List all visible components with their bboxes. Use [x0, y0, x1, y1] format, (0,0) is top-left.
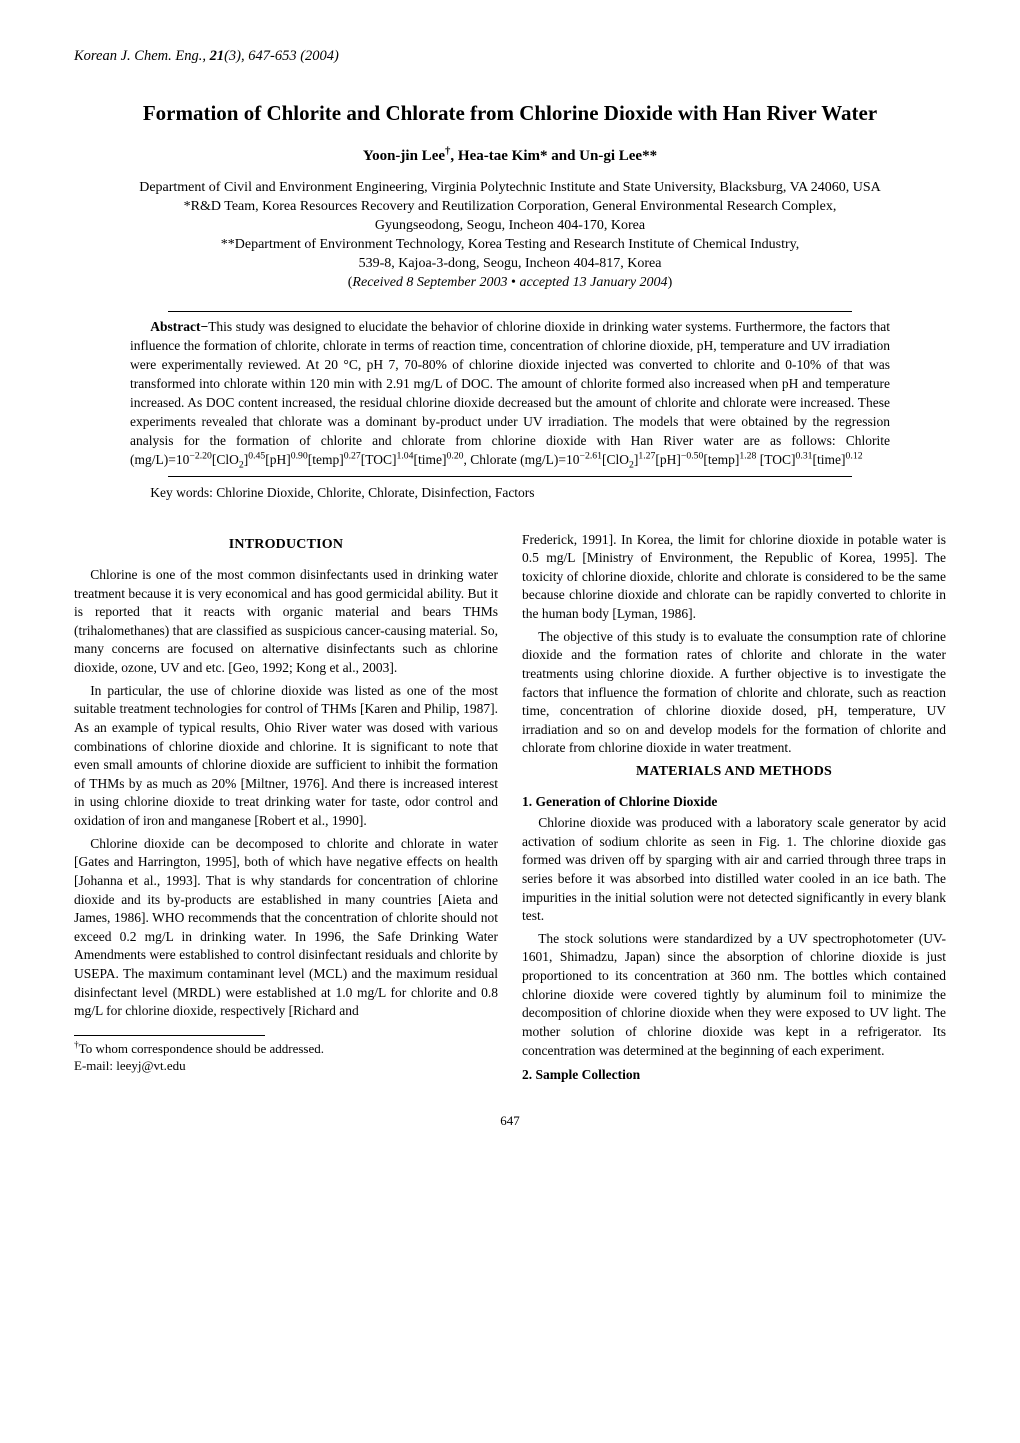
intro-paragraph: In particular, the use of chlorine dioxi… [74, 682, 498, 831]
affiliation-line: *R&D Team, Korea Resources Recovery and … [74, 198, 946, 217]
affiliation-line: Department of Civil and Environment Engi… [74, 179, 946, 198]
abstract-label: Abstract− [150, 319, 208, 334]
abstract-text: This study was designed to elucidate the… [130, 319, 890, 466]
paper-title: Formation of Chlorite and Chlorate from … [74, 101, 946, 126]
abstract-rule-bottom [168, 476, 852, 477]
right-column: Frederick, 1991]. In Korea, the limit fo… [522, 531, 946, 1087]
journal-reference: Korean J. Chem. Eng., 21(3), 647-653 (20… [74, 48, 946, 65]
authors-line: Yoon-jin Lee†, Hea-tae Kim* and Un-gi Le… [74, 148, 946, 165]
intro-paragraph-continued: Frederick, 1991]. In Korea, the limit fo… [522, 531, 946, 624]
abstract-block: Abstract−This study was designed to eluc… [130, 311, 890, 476]
footnote-separator [74, 1035, 265, 1036]
subsection-head: 1. Generation of Chlorine Dioxide [522, 793, 946, 812]
corresponding-footnote: †To whom correspondence should be addres… [74, 1040, 498, 1075]
left-column: INTRODUCTION Chlorine is one of the most… [74, 531, 498, 1087]
journal-ref-text: Korean J. Chem. Eng., 21(3), 647-653 (20… [74, 48, 339, 64]
accepted-text: accepted 13 January 2004 [519, 275, 667, 290]
intro-paragraph: Chlorine dioxide can be decomposed to ch… [74, 835, 498, 1021]
sep: • [508, 275, 520, 290]
page-number: 647 [74, 1113, 946, 1129]
affiliations-block: Department of Civil and Environment Engi… [74, 179, 946, 273]
footnote-email: E-mail: leeyj@vt.edu [74, 1057, 498, 1075]
intro-paragraph: Chlorine is one of the most common disin… [74, 566, 498, 678]
received-accepted: (Received 8 September 2003 • accepted 13… [74, 275, 946, 291]
methods-paragraph: The stock solutions were standardized by… [522, 930, 946, 1060]
two-column-body: INTRODUCTION Chlorine is one of the most… [74, 531, 946, 1087]
abstract-rule-top [168, 311, 852, 312]
subsection-head: 2. Sample Collection [522, 1066, 946, 1085]
keywords-line: Key words: Chlorine Dioxide, Chlorite, C… [130, 485, 890, 501]
abstract-paragraph: Abstract−This study was designed to eluc… [130, 318, 890, 469]
received-text: Received 8 September 2003 [352, 275, 507, 290]
section-head-methods: MATERIALS AND METHODS [522, 762, 946, 781]
affiliation-line: Gyungseodong, Seogu, Incheon 404-170, Ko… [74, 217, 946, 236]
section-head-intro: INTRODUCTION [74, 535, 498, 554]
methods-paragraph: Chlorine dioxide was produced with a lab… [522, 814, 946, 926]
intro-paragraph: The objective of this study is to evalua… [522, 628, 946, 758]
footnote-line: †To whom correspondence should be addres… [74, 1040, 498, 1058]
affiliation-line: 539-8, Kajoa-3-dong, Seogu, Incheon 404-… [74, 255, 946, 274]
affiliation-line: **Department of Environment Technology, … [74, 236, 946, 255]
